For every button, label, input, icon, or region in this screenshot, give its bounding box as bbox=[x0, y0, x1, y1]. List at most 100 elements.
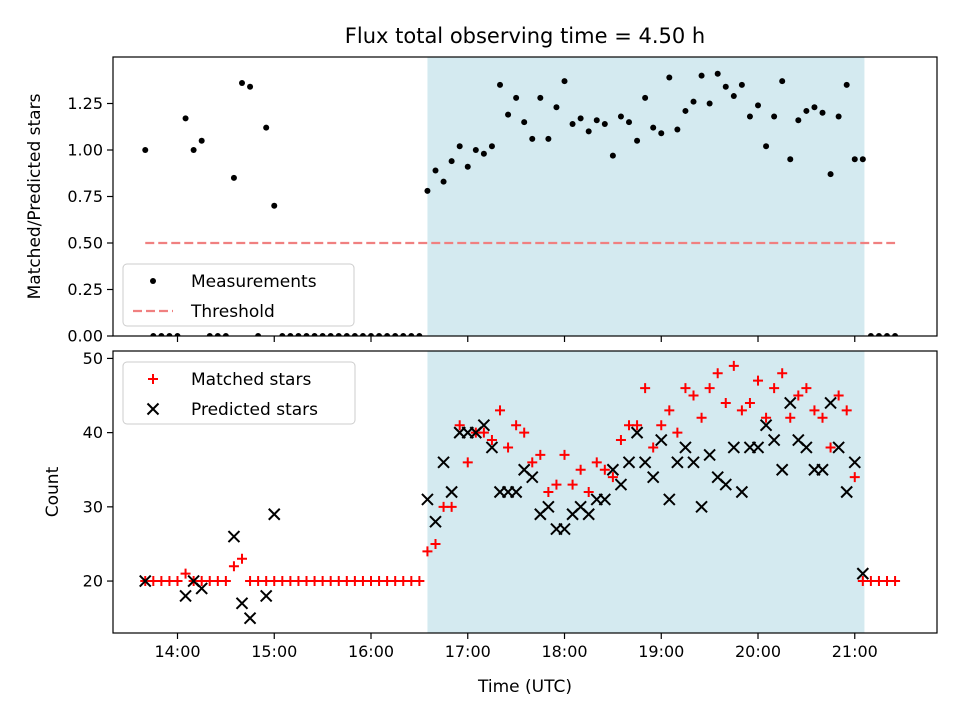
data-point bbox=[287, 333, 294, 336]
data-point bbox=[462, 457, 473, 468]
data-point bbox=[521, 119, 528, 126]
data-point bbox=[698, 72, 705, 79]
data-point bbox=[551, 479, 562, 490]
x-tick-label: 19:00 bbox=[638, 642, 684, 661]
legend-label: Matched stars bbox=[191, 370, 311, 390]
data-point bbox=[824, 396, 837, 410]
x-tick-label: 18:00 bbox=[541, 642, 587, 661]
data-point bbox=[875, 333, 882, 336]
data-point bbox=[819, 109, 826, 116]
data-point bbox=[430, 538, 441, 549]
data-point bbox=[777, 368, 788, 379]
data-point bbox=[182, 115, 189, 122]
x-tick-label: 21:00 bbox=[832, 642, 878, 661]
data-point bbox=[158, 333, 165, 336]
data-point bbox=[695, 500, 708, 514]
data-point bbox=[634, 137, 641, 144]
data-point bbox=[767, 433, 781, 447]
data-point bbox=[368, 333, 375, 336]
y-tick-label: 30 bbox=[83, 497, 103, 516]
data-point bbox=[690, 98, 697, 105]
x-tick-label: 14:00 bbox=[154, 642, 200, 661]
data-point bbox=[239, 80, 246, 87]
y-tick-label: 0.25 bbox=[67, 280, 103, 299]
data-point bbox=[607, 472, 618, 483]
data-point bbox=[243, 611, 257, 625]
data-point bbox=[666, 74, 673, 81]
data-point bbox=[722, 83, 729, 90]
data-point bbox=[553, 104, 560, 111]
data-point bbox=[656, 420, 667, 431]
data-point bbox=[448, 158, 455, 165]
data-point bbox=[359, 333, 366, 336]
data-point bbox=[730, 93, 737, 100]
legend-label: Measurements bbox=[191, 272, 317, 292]
data-point bbox=[704, 383, 715, 394]
data-point bbox=[753, 375, 764, 386]
y-tick-label: 0.75 bbox=[67, 187, 103, 206]
data-point bbox=[735, 485, 749, 499]
data-point bbox=[736, 405, 747, 416]
data-point bbox=[577, 115, 584, 122]
data-point bbox=[720, 397, 731, 408]
y-tick-label: 40 bbox=[83, 423, 103, 442]
data-point bbox=[237, 553, 248, 564]
data-point bbox=[761, 412, 772, 423]
data-point bbox=[890, 576, 901, 587]
data-point bbox=[630, 426, 644, 439]
data-point bbox=[626, 119, 633, 126]
data-point bbox=[311, 333, 318, 336]
legend-item: Measurements bbox=[150, 272, 317, 292]
data-point bbox=[327, 333, 334, 336]
y-tick-label: 50 bbox=[83, 349, 103, 368]
y-axis-label: Matched/Predicted stars bbox=[25, 93, 45, 299]
data-point bbox=[527, 457, 538, 468]
data-point bbox=[817, 412, 828, 423]
data-point bbox=[728, 360, 739, 371]
series-measurements bbox=[142, 70, 899, 336]
data-point bbox=[509, 485, 523, 499]
data-point bbox=[787, 156, 794, 163]
data-point bbox=[583, 487, 594, 497]
data-point bbox=[279, 333, 286, 336]
data-point bbox=[424, 187, 431, 194]
legend-box bbox=[122, 361, 356, 425]
data-point bbox=[840, 485, 853, 499]
x-tick-label: 16:00 bbox=[348, 642, 394, 661]
data-point bbox=[437, 456, 450, 469]
data-point bbox=[228, 561, 239, 572]
data-point bbox=[746, 113, 753, 120]
data-point bbox=[376, 333, 383, 336]
data-point bbox=[227, 530, 241, 543]
data-point bbox=[529, 135, 536, 142]
data-point bbox=[769, 383, 780, 394]
data-point bbox=[671, 456, 684, 469]
data-point bbox=[848, 456, 861, 469]
data-point bbox=[779, 78, 786, 85]
data-point bbox=[139, 574, 152, 588]
data-point bbox=[526, 470, 539, 484]
data-point bbox=[567, 479, 578, 490]
data-point bbox=[843, 81, 850, 88]
data-point bbox=[575, 464, 586, 475]
data-point bbox=[295, 333, 302, 336]
data-point bbox=[335, 333, 342, 336]
data-point bbox=[640, 383, 651, 394]
data-point bbox=[664, 405, 675, 416]
data-point bbox=[400, 333, 407, 336]
data-point bbox=[617, 113, 624, 120]
data-point bbox=[263, 124, 270, 131]
data-point bbox=[593, 117, 600, 124]
data-point bbox=[384, 333, 391, 336]
data-point bbox=[503, 442, 514, 453]
x-tick-label: 15:00 bbox=[251, 642, 297, 661]
data-point bbox=[174, 333, 181, 336]
figure-title: Flux total observing time = 4.50 h bbox=[345, 24, 705, 48]
data-point bbox=[569, 120, 576, 127]
data-point bbox=[775, 463, 789, 476]
data-point bbox=[513, 94, 520, 101]
bottom-panel: 20 30 40 50 14:00 15:00 16:00 17:00 18:00 19:00 20… bbox=[43, 349, 938, 661]
x-axis-label: Time (UTC) bbox=[477, 677, 572, 697]
data-point bbox=[454, 420, 465, 431]
